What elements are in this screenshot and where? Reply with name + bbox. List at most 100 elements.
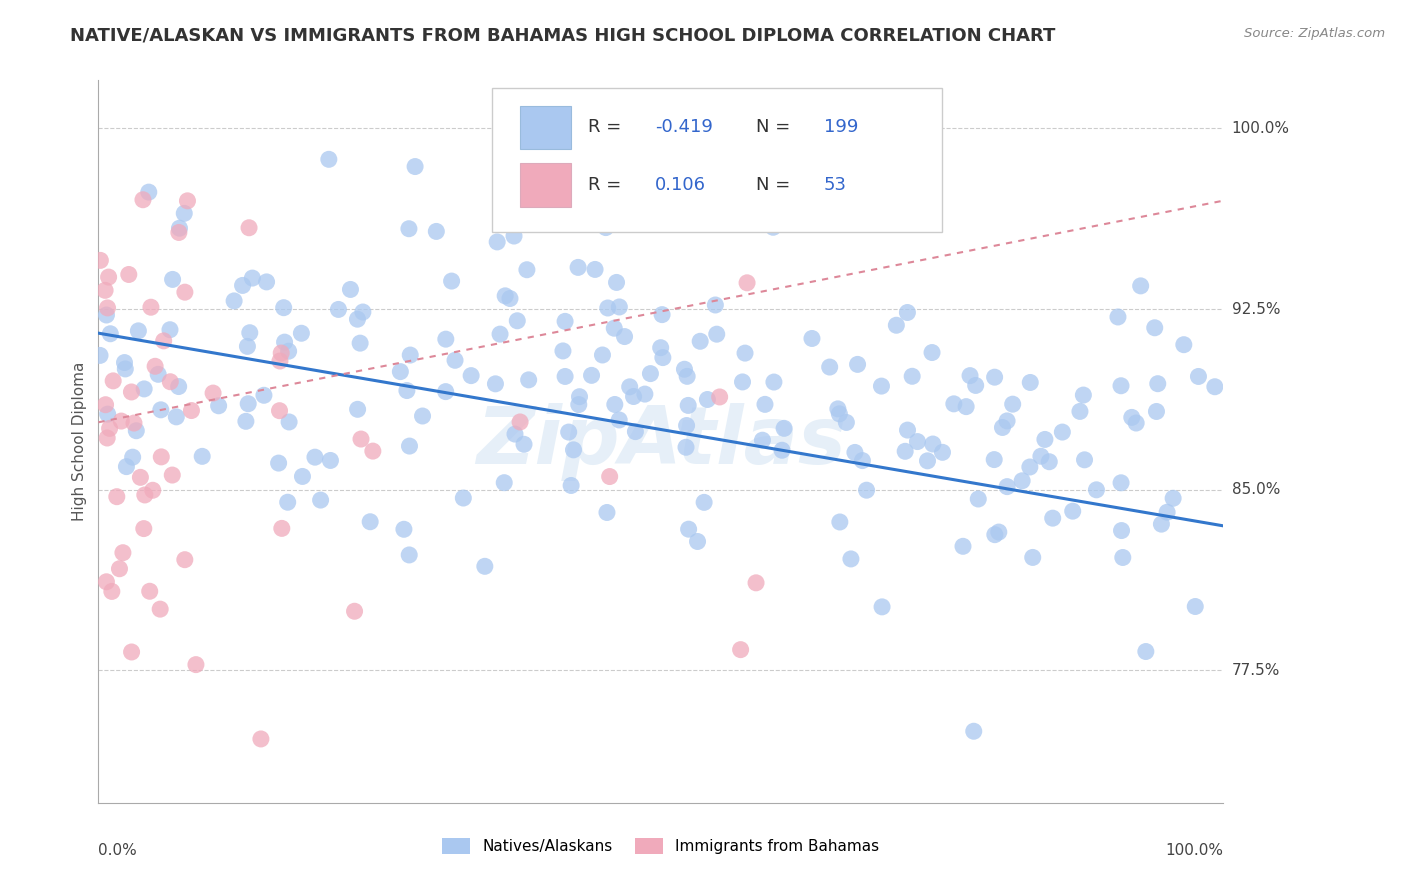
Text: R =: R =: [588, 176, 627, 194]
Point: [111, 546, 134, 560]
Point: [150, 450, 173, 464]
Point: [640, 367, 662, 381]
Point: [143, 359, 166, 374]
Point: [1109, 475, 1132, 490]
Point: [453, 491, 475, 505]
Point: [138, 185, 160, 199]
Point: [773, 421, 796, 435]
Point: [127, 324, 149, 338]
Text: N =: N =: [756, 119, 796, 136]
Point: [517, 373, 540, 387]
Point: [987, 524, 1010, 539]
Point: [1173, 337, 1195, 351]
Point: [346, 312, 368, 326]
Point: [634, 387, 657, 401]
Point: [818, 359, 841, 374]
Point: [745, 575, 768, 590]
Point: [256, 275, 278, 289]
Point: [120, 384, 142, 399]
Point: [886, 318, 908, 333]
Point: [129, 470, 152, 484]
Point: [894, 444, 917, 458]
Point: [159, 323, 181, 337]
Point: [425, 224, 447, 238]
Point: [176, 194, 198, 208]
Point: [554, 314, 576, 328]
Point: [398, 548, 420, 562]
Point: [963, 724, 986, 739]
Point: [94, 398, 117, 412]
Point: [1112, 550, 1135, 565]
Text: 92.5%: 92.5%: [1232, 301, 1279, 317]
Point: [392, 522, 415, 536]
Point: [513, 437, 536, 451]
Point: [1161, 491, 1184, 506]
Point: [352, 305, 374, 319]
Point: [115, 459, 138, 474]
Point: [224, 293, 246, 308]
FancyBboxPatch shape: [520, 163, 571, 207]
Point: [494, 289, 516, 303]
Point: [595, 220, 617, 235]
Point: [270, 521, 292, 535]
Point: [319, 453, 342, 467]
Point: [828, 407, 851, 421]
Point: [238, 220, 260, 235]
Point: [1146, 404, 1168, 418]
Point: [398, 221, 420, 235]
Point: [169, 221, 191, 235]
Point: [489, 327, 512, 342]
Point: [516, 262, 538, 277]
Point: [460, 368, 482, 383]
Y-axis label: High School Diploma: High School Diploma: [72, 362, 87, 521]
Point: [1107, 310, 1129, 324]
Point: [121, 450, 143, 465]
Text: 100.0%: 100.0%: [1166, 843, 1223, 857]
Point: [1073, 453, 1095, 467]
Point: [706, 327, 728, 342]
Point: [676, 369, 699, 384]
Point: [967, 491, 990, 506]
Point: [434, 384, 457, 399]
Point: [599, 469, 621, 483]
FancyBboxPatch shape: [492, 87, 942, 232]
Point: [1038, 455, 1060, 469]
Point: [343, 604, 366, 618]
Point: [730, 642, 752, 657]
FancyBboxPatch shape: [520, 105, 571, 149]
Point: [731, 375, 754, 389]
Point: [434, 332, 457, 346]
Point: [180, 403, 202, 417]
Point: [134, 382, 156, 396]
Text: N =: N =: [756, 176, 796, 194]
Point: [349, 336, 371, 351]
Point: [673, 362, 696, 376]
Point: [250, 731, 273, 746]
Point: [896, 423, 918, 437]
Point: [1150, 517, 1173, 532]
Point: [97, 407, 120, 421]
Point: [855, 483, 877, 498]
Point: [503, 229, 526, 244]
Point: [350, 432, 373, 446]
Point: [121, 645, 143, 659]
Point: [991, 420, 1014, 434]
Text: -0.419: -0.419: [655, 119, 713, 136]
Point: [97, 270, 120, 285]
Point: [901, 369, 924, 384]
Point: [165, 409, 187, 424]
Point: [114, 355, 136, 369]
Text: 0.106: 0.106: [655, 176, 706, 194]
Point: [291, 469, 314, 483]
Point: [138, 584, 160, 599]
Point: [1011, 474, 1033, 488]
Point: [191, 450, 214, 464]
Point: [395, 384, 418, 398]
Point: [318, 153, 340, 167]
Point: [675, 440, 697, 454]
Point: [623, 390, 645, 404]
Point: [1069, 404, 1091, 418]
Point: [236, 339, 259, 353]
Point: [835, 416, 858, 430]
Point: [1129, 278, 1152, 293]
